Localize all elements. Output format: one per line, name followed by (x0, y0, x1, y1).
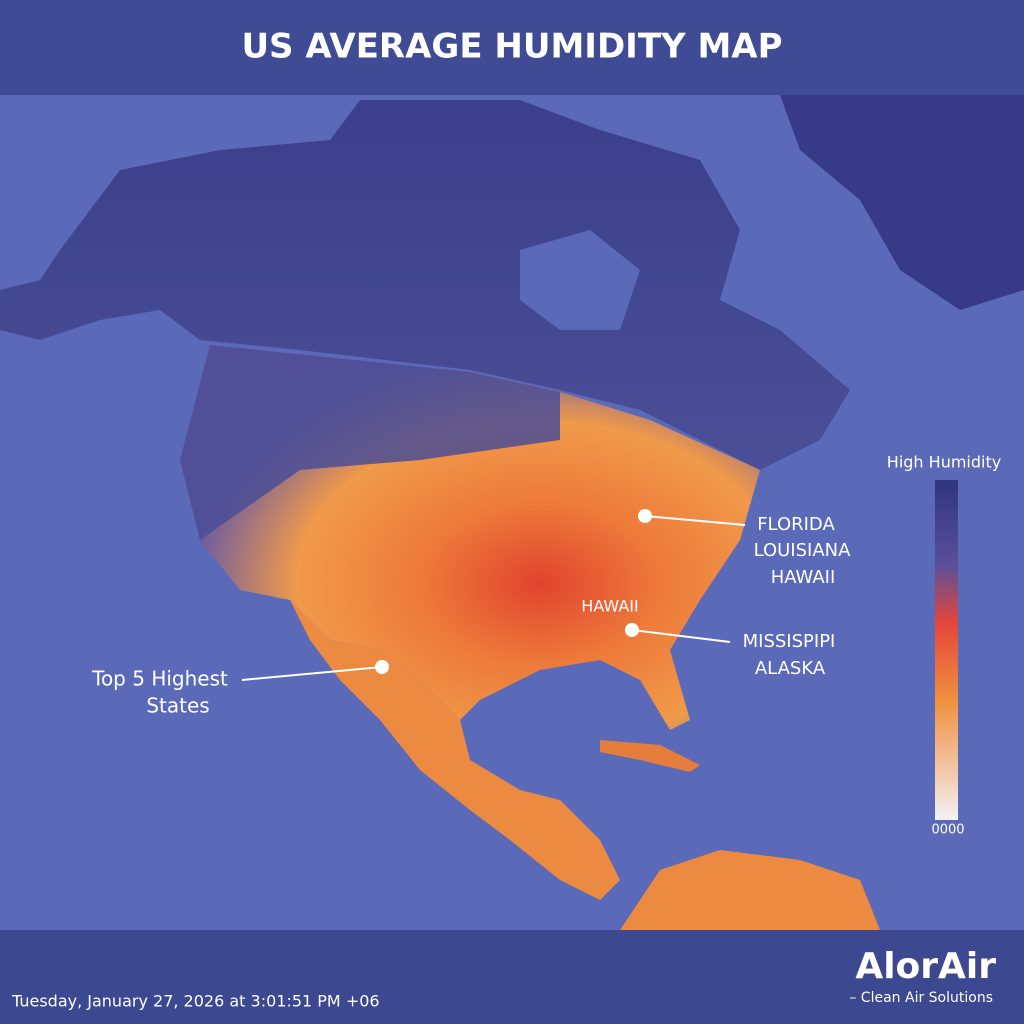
legend-bottom-label: 0000 (931, 823, 964, 838)
callout-label: States (146, 694, 209, 718)
callout-label: Top 5 Highest (91, 667, 228, 691)
callout-label: FLORIDA (757, 514, 835, 535)
footer-band (0, 930, 1024, 1024)
map-label: HAWAII (581, 597, 638, 616)
title: US AVERAGE HUMIDITY MAP (241, 27, 782, 67)
callout-label: MISSISPIPI (743, 631, 836, 652)
leader-line (631, 629, 731, 643)
canada-alaska (0, 100, 850, 470)
leader-line (644, 515, 746, 526)
greenland (780, 95, 1024, 310)
caribbean (600, 740, 700, 772)
header-band (0, 0, 1024, 95)
callout-dot (625, 623, 639, 637)
timestamp: Tuesday, January 27, 2026 at 3:01:51 PM … (11, 992, 380, 1011)
legend-scale (935, 480, 958, 820)
callout-label: HAWAII (771, 567, 836, 588)
callout-label: ALASKA (755, 658, 826, 679)
tagline: – Clean Air Solutions (849, 990, 993, 1006)
leader-line (241, 666, 383, 681)
south-america (620, 850, 880, 930)
callout-label: LOUISIANA (754, 540, 852, 561)
northern-us (180, 345, 560, 540)
hudson-bay (520, 230, 640, 330)
callout-dot (638, 509, 652, 523)
legend-title: High Humidity (887, 453, 1001, 472)
mexico (290, 600, 620, 900)
brand: AlorAir (855, 946, 996, 987)
callout-dot (375, 660, 389, 674)
